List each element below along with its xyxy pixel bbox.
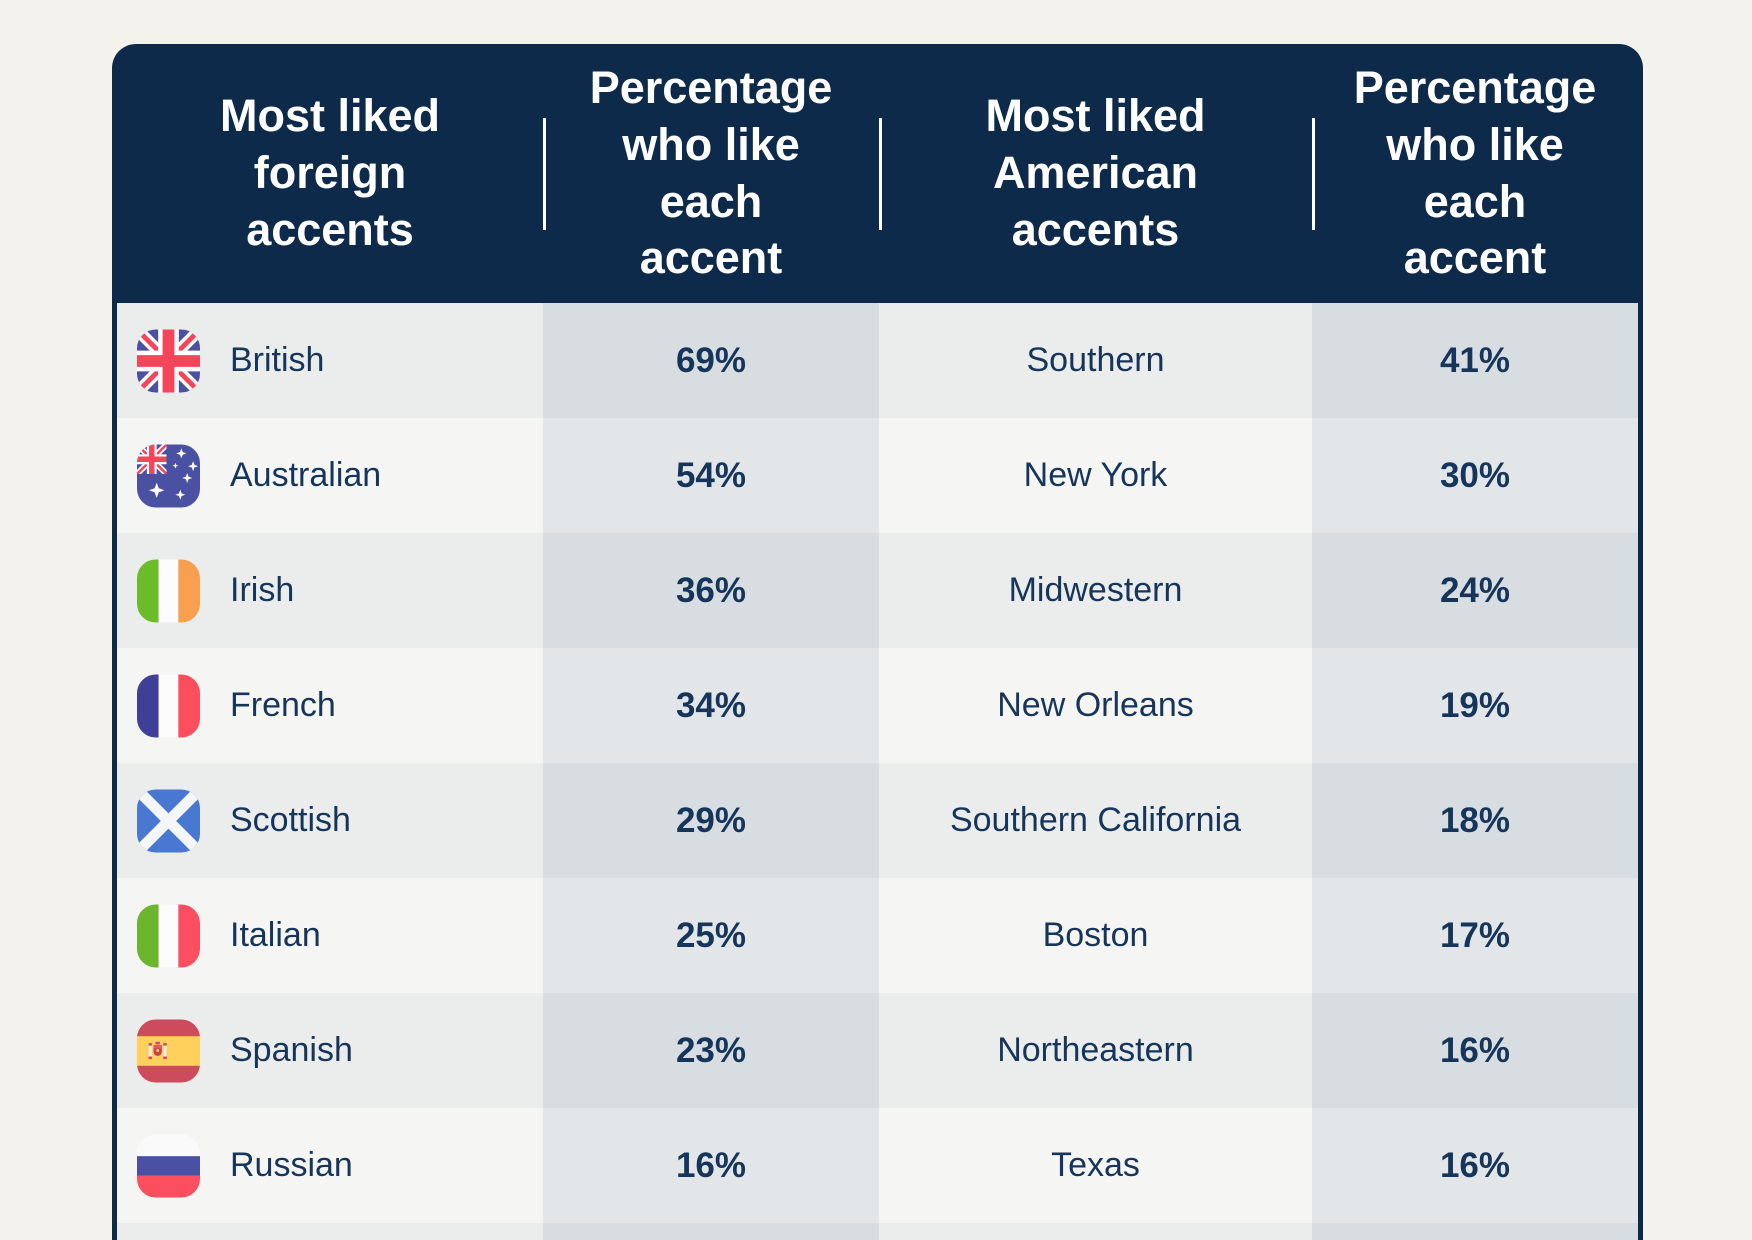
foreign-accent-label: Russian [230, 1146, 353, 1184]
foreign-accent-cell: Russian [117, 1108, 543, 1223]
british-flag-icon [137, 329, 200, 392]
table-row-partial [117, 1223, 1638, 1240]
foreign-accent-cell: Scottish [117, 763, 543, 878]
french-flag-icon [137, 674, 200, 737]
foreign-accent-label: Australian [230, 456, 382, 494]
table-row: Australian 54% New York 30% [117, 418, 1638, 533]
table-row: Russian 16% Texas 16% [117, 1108, 1638, 1223]
irish-flag-icon [137, 559, 200, 622]
american-percentage-cell: 18% [1312, 763, 1638, 878]
table-row: British 69% Southern 41% [117, 303, 1638, 418]
header-american-percentage: Percentage who like each accent [1353, 62, 1597, 284]
american-accent-cell: New York [879, 418, 1312, 533]
spanish-flag-icon [137, 1019, 200, 1082]
foreign-percentage-cell: 23% [543, 993, 879, 1108]
foreign-percentage-cell: 36% [543, 533, 879, 648]
table-row: Italian 25% Boston 17% [117, 878, 1638, 993]
table-header-row: Most liked foreign accents Percentage wh… [112, 44, 1643, 303]
foreign-accent-label: British [230, 341, 325, 379]
header-divider [879, 118, 882, 230]
american-accent-cell: Northeastern [879, 993, 1312, 1108]
american-accent-cell: New Orleans [879, 648, 1312, 763]
table-row: Scottish 29% Southern California 18% [117, 763, 1638, 878]
american-percentage-cell: 16% [1312, 993, 1638, 1108]
american-percentage-cell: 19% [1312, 648, 1638, 763]
scottish-flag-icon [137, 789, 200, 852]
american-accent-cell: Southern [879, 303, 1312, 418]
foreign-accent-cell: Italian [117, 878, 543, 993]
foreign-accent-label: French [230, 686, 336, 724]
australian-flag-icon [137, 444, 200, 507]
foreign-percentage-cell: 29% [543, 763, 879, 878]
foreign-accent-label: Spanish [230, 1031, 353, 1069]
american-percentage-cell: 41% [1312, 303, 1638, 418]
russian-flag-icon [137, 1134, 200, 1197]
table-row: Irish 36% Midwestern 24% [117, 533, 1638, 648]
foreign-percentage-cell: 25% [543, 878, 879, 993]
table-body: British 69% Southern 41% [112, 303, 1643, 1240]
header-most-liked-american-accents: Most liked American accents [985, 90, 1206, 255]
american-percentage-cell: 16% [1312, 1108, 1638, 1223]
accents-comparison-table: Most liked foreign accents Percentage wh… [112, 44, 1643, 1240]
american-accent-cell: Texas [879, 1108, 1312, 1223]
italian-flag-icon [137, 904, 200, 967]
header-divider [1312, 118, 1315, 230]
foreign-accent-label: Irish [230, 571, 295, 609]
foreign-percentage-cell: 16% [543, 1108, 879, 1223]
american-accent-cell: Midwestern [879, 533, 1312, 648]
foreign-accent-cell: Spanish [117, 993, 543, 1108]
foreign-percentage-cell: 34% [543, 648, 879, 763]
foreign-accent-label: Italian [230, 916, 321, 954]
foreign-accent-cell: Australian [117, 418, 543, 533]
american-percentage-cell [1312, 1223, 1638, 1240]
american-percentage-cell: 24% [1312, 533, 1638, 648]
american-accent-cell: Boston [879, 878, 1312, 993]
table-row: Spanish 23% Northeastern 16% [117, 993, 1638, 1108]
foreign-percentage-cell: 54% [543, 418, 879, 533]
foreign-accent-cell: French [117, 648, 543, 763]
american-percentage-cell: 30% [1312, 418, 1638, 533]
header-most-liked-foreign-accents: Most liked foreign accents [219, 90, 441, 255]
foreign-accent-label: Scottish [230, 801, 351, 839]
foreign-accent-cell: British [117, 303, 543, 418]
foreign-percentage-cell: 69% [543, 303, 879, 418]
foreign-accent-cell: Irish [117, 533, 543, 648]
foreign-accent-cell [117, 1223, 543, 1240]
table-row: French 34% New Orleans 19% [117, 648, 1638, 763]
foreign-percentage-cell [543, 1223, 879, 1240]
header-foreign-percentage: Percentage who like each accent [589, 62, 833, 284]
american-accent-cell: Southern California [879, 763, 1312, 878]
header-divider [543, 118, 546, 230]
american-percentage-cell: 17% [1312, 878, 1638, 993]
american-accent-cell [879, 1223, 1312, 1240]
